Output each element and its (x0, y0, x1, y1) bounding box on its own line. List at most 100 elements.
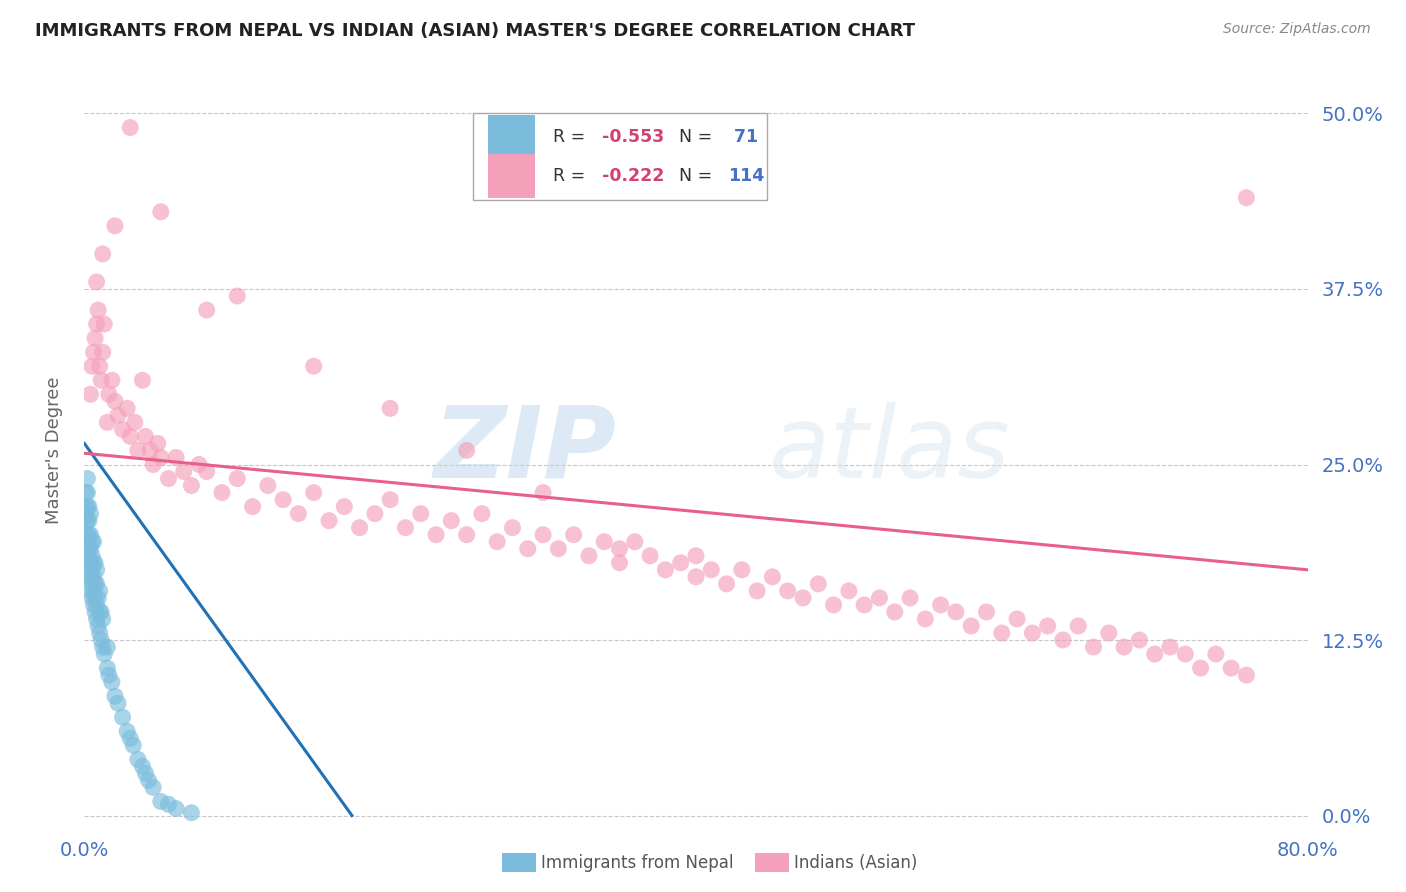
Point (180, 805, 202, 820)
Point (90, 373, 112, 387)
Point (157, 797, 180, 812)
FancyBboxPatch shape (488, 115, 534, 160)
Point (80, 549, 103, 563)
Point (96, 640, 118, 654)
Y-axis label: Master's Degree: Master's Degree (45, 376, 63, 524)
Point (146, 436, 169, 450)
Point (195, 465, 218, 479)
Point (149, 795, 172, 809)
Text: -0.553: -0.553 (602, 128, 664, 146)
Point (75, 500, 97, 514)
Point (1098, 626, 1121, 640)
Point (333, 500, 356, 514)
Text: Indians (Asian): Indians (Asian) (794, 854, 918, 871)
Point (1052, 633, 1074, 648)
Point (93, 317, 115, 331)
Text: Source: ZipAtlas.com: Source: ZipAtlas.com (1223, 22, 1371, 37)
Point (531, 527, 554, 541)
Point (91, 247, 114, 261)
Point (90, 605, 112, 619)
Point (165, 450, 187, 465)
Point (79, 556, 101, 570)
Point (76, 556, 98, 570)
Point (486, 534, 509, 549)
Point (107, 696, 129, 710)
Point (807, 577, 830, 591)
Point (1128, 633, 1150, 648)
Point (578, 549, 600, 563)
Point (138, 773, 160, 788)
Point (747, 583, 769, 598)
Point (84, 331, 107, 345)
Point (111, 422, 134, 436)
Point (1036, 619, 1059, 633)
Point (83, 345, 105, 359)
Point (898, 591, 921, 605)
Point (83, 583, 105, 598)
Point (77, 527, 100, 541)
Point (318, 514, 340, 528)
Point (120, 120, 142, 135)
Point (104, 394, 127, 409)
Point (149, 204, 172, 219)
Point (79, 570, 101, 584)
Point (135, 766, 157, 780)
Point (75, 527, 97, 541)
Point (91, 345, 114, 359)
Point (89, 626, 111, 640)
FancyBboxPatch shape (488, 153, 534, 198)
Point (97, 668, 120, 682)
Point (700, 563, 723, 577)
Point (593, 534, 616, 549)
Point (127, 752, 149, 766)
Point (456, 443, 478, 458)
Point (531, 485, 554, 500)
Point (471, 507, 494, 521)
Point (97, 387, 120, 401)
Point (638, 549, 661, 563)
Point (84, 556, 107, 570)
Point (80, 534, 103, 549)
Point (115, 724, 138, 739)
Point (131, 373, 153, 387)
Point (440, 514, 463, 528)
Point (731, 563, 754, 577)
Point (302, 485, 325, 500)
Point (302, 359, 325, 374)
Point (86, 612, 108, 626)
Point (80, 591, 103, 605)
Point (75, 514, 97, 528)
Point (364, 507, 387, 521)
Point (165, 801, 187, 815)
Point (96, 416, 118, 430)
Point (211, 485, 233, 500)
Text: 71: 71 (728, 128, 758, 146)
Point (80, 359, 103, 374)
Point (107, 409, 129, 423)
Point (380, 492, 402, 507)
Point (80, 563, 103, 577)
Point (142, 780, 165, 795)
Point (1114, 640, 1136, 654)
Point (96, 661, 118, 675)
Point (79, 541, 101, 556)
Point (685, 549, 707, 563)
Point (124, 416, 146, 430)
Point (131, 759, 153, 773)
Point (86, 317, 108, 331)
Point (1174, 647, 1197, 661)
Point (87, 303, 110, 318)
Point (1220, 661, 1243, 675)
Text: atlas: atlas (769, 402, 1011, 499)
Point (157, 471, 180, 485)
Text: N =: N = (679, 128, 717, 146)
Point (257, 478, 280, 492)
Point (242, 500, 264, 514)
Point (76, 541, 98, 556)
Point (1205, 647, 1227, 661)
Point (945, 605, 967, 619)
Point (226, 289, 249, 303)
Point (853, 598, 876, 612)
Point (76, 514, 98, 528)
Point (79, 387, 101, 401)
